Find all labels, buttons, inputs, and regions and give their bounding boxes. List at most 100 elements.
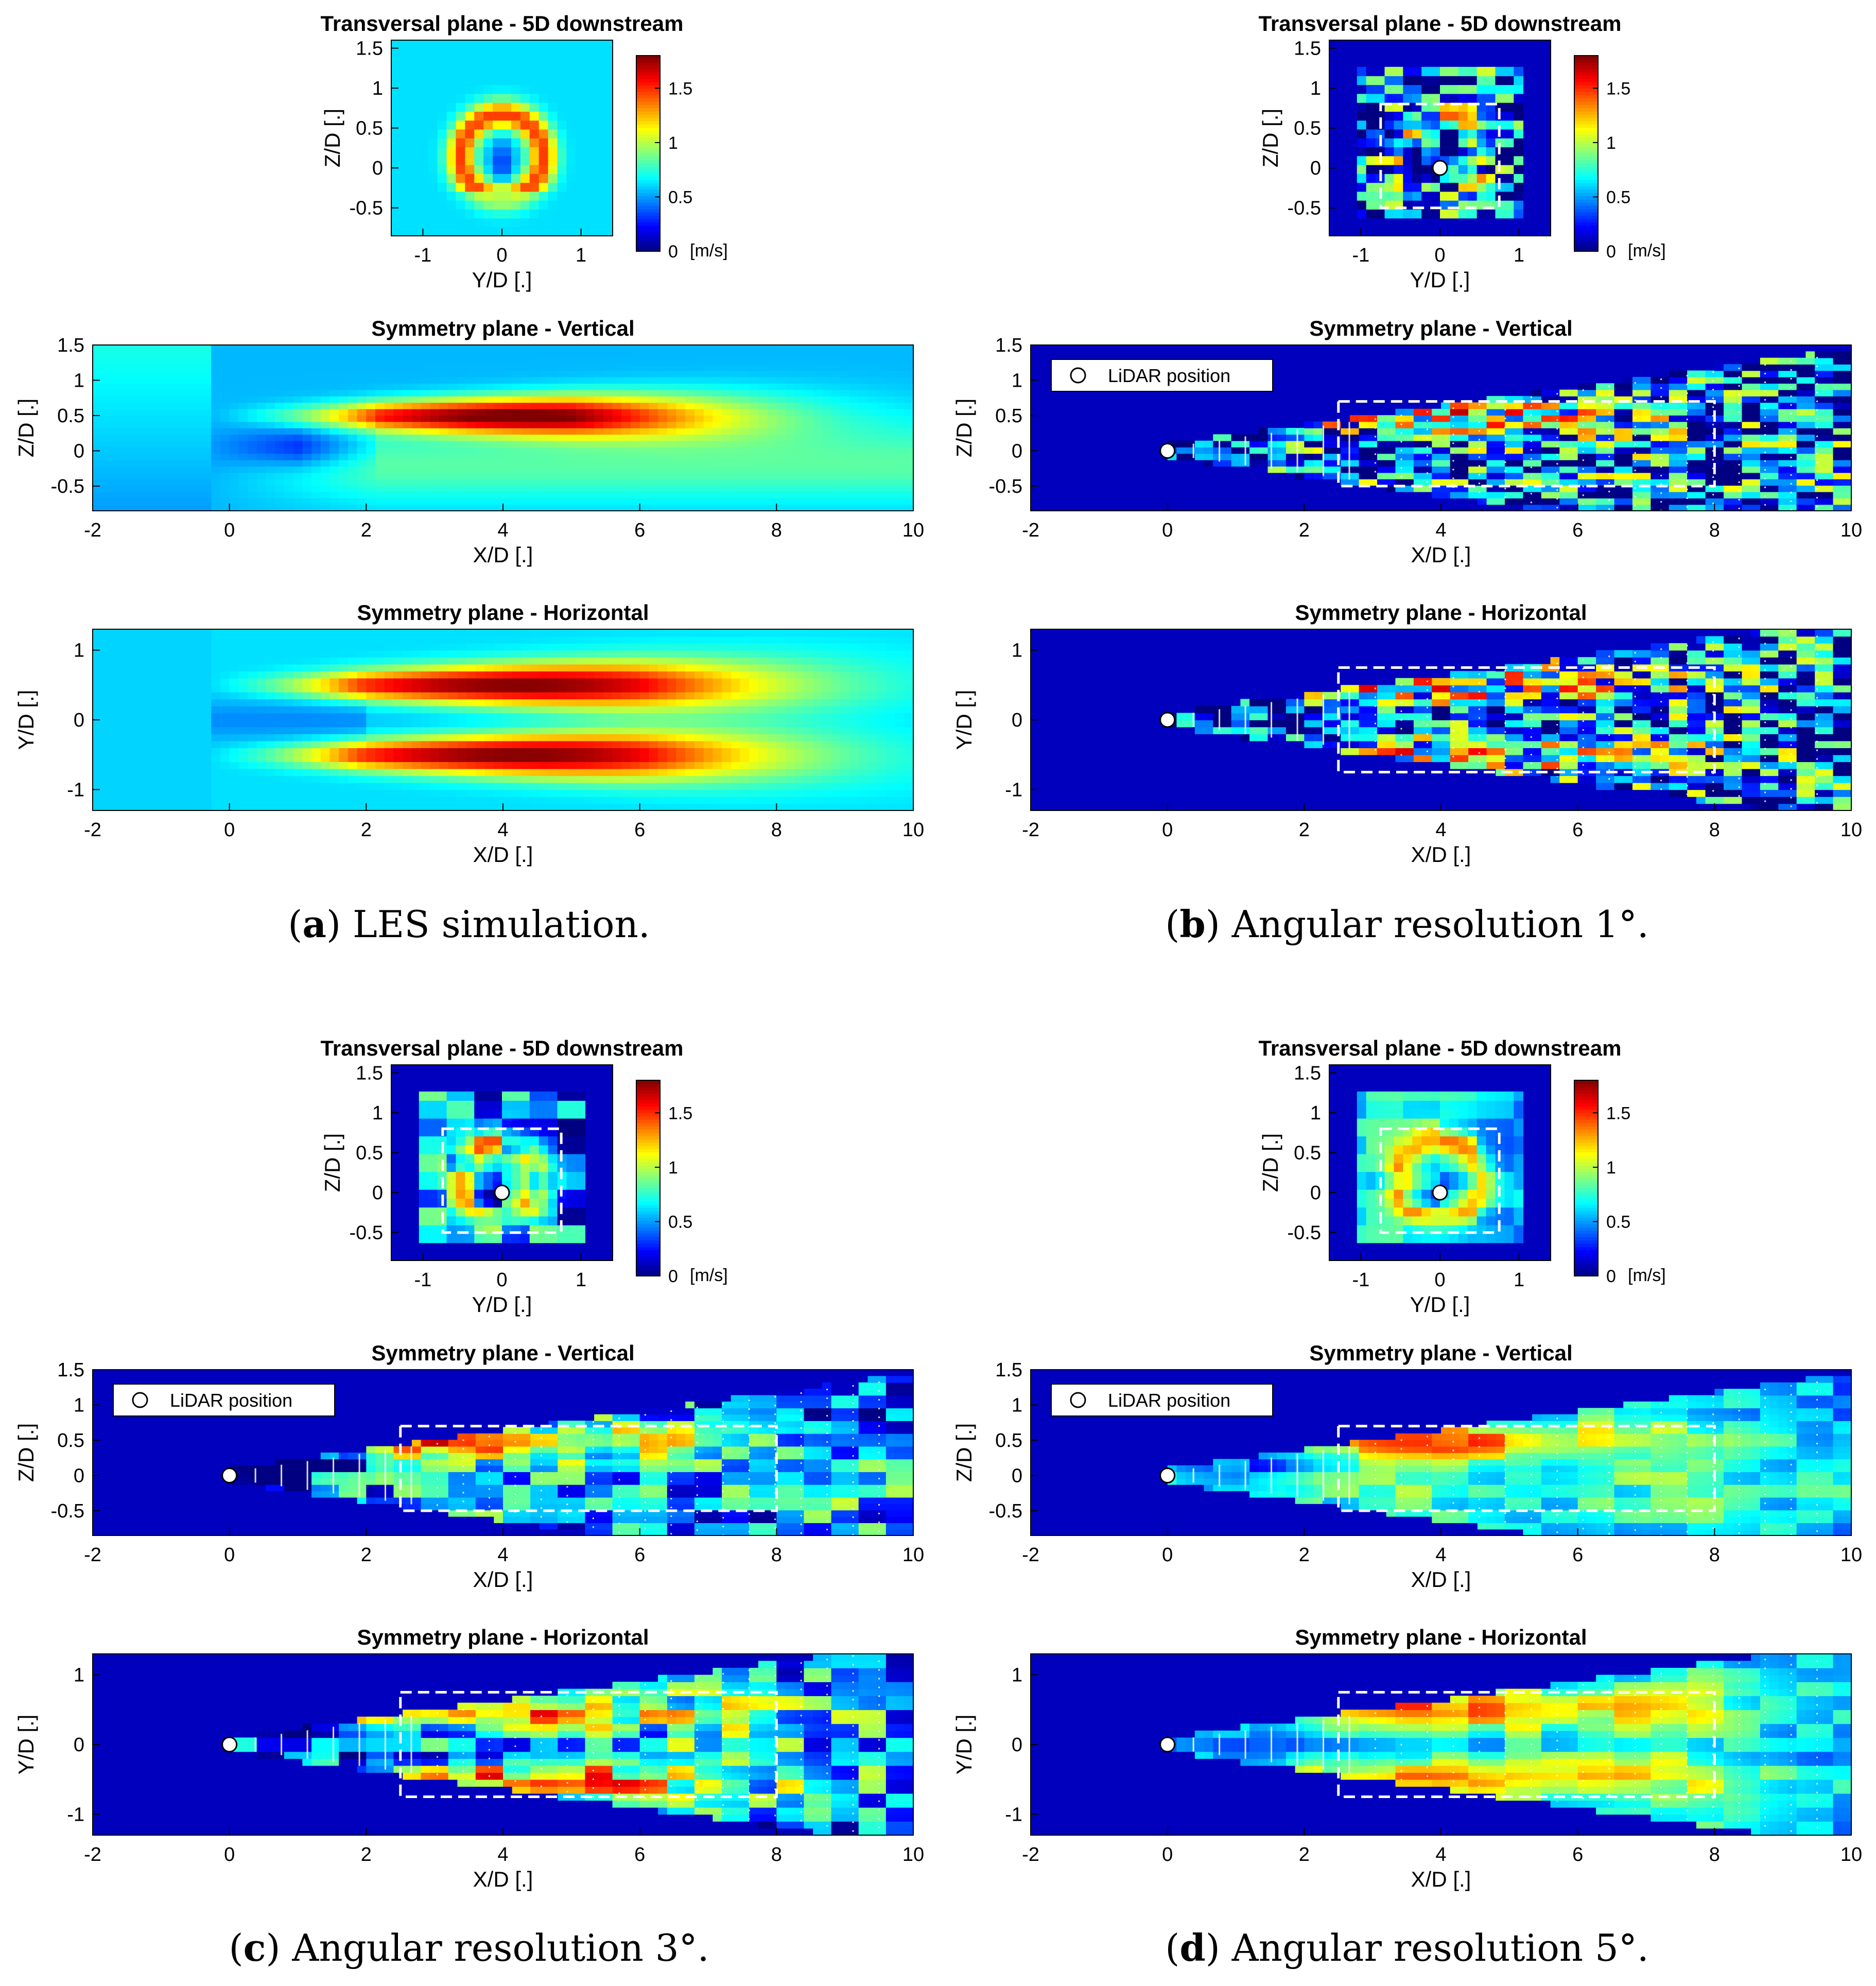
- heatmap-cell: [840, 479, 850, 486]
- heatmap-cell: [786, 705, 795, 714]
- heatmap-cell: [302, 685, 312, 693]
- heatmap-cell: [858, 408, 868, 416]
- heatmap-cell: [740, 447, 750, 454]
- heatmap-cell: [713, 466, 722, 473]
- heatmap-cell: [649, 447, 658, 454]
- heatmap-cell: [558, 351, 567, 358]
- heatmap-cell: [576, 218, 586, 228]
- heatmap-cell: [685, 472, 695, 479]
- heatmap-cell: [439, 459, 449, 467]
- heatmap-cell: [211, 421, 221, 428]
- heatmap-cell: [339, 789, 349, 797]
- heatmap-cell: [339, 472, 349, 479]
- heatmap-cell: [475, 357, 485, 365]
- heatmap-cell: [101, 699, 112, 706]
- heatmap-cell: [722, 434, 732, 441]
- heatmap-cell: [822, 434, 832, 441]
- heatmap-cell: [520, 129, 530, 139]
- heatmap-cell: [813, 498, 823, 505]
- heatmap-cell: [430, 789, 440, 797]
- heatmap-cell: [339, 364, 349, 371]
- heatmap-cell: [502, 58, 512, 67]
- heatmap-cell: [639, 447, 650, 454]
- heatmap-cell: [521, 685, 531, 693]
- heatmap-cell: [786, 447, 795, 454]
- heatmap-cell: [804, 351, 813, 358]
- heatmap-cell: [658, 370, 668, 377]
- heatmap-cell: [566, 491, 577, 499]
- heatmap-cell: [391, 209, 401, 219]
- heatmap-cell: [403, 748, 412, 755]
- heatmap-cell: [256, 364, 267, 371]
- heatmap-cell: [703, 754, 714, 763]
- heatmap-cell: [530, 485, 540, 492]
- heatmap-cell: [156, 466, 166, 473]
- heatmap-cell: [357, 699, 367, 706]
- heatmap-cell: [475, 727, 485, 734]
- heatmap-cell: [202, 713, 212, 720]
- heatmap-cell: [411, 685, 422, 693]
- heatmap-cell: [539, 164, 549, 174]
- heatmap-cell: [184, 762, 194, 769]
- heatmap-cell: [794, 459, 805, 467]
- heatmap-cell: [722, 491, 732, 499]
- heatmap-cell: [411, 479, 422, 486]
- heatmap-cell: [111, 754, 120, 763]
- heatmap-cell: [603, 727, 613, 734]
- colorbar-step: [636, 105, 660, 109]
- heatmap-cell: [348, 447, 358, 454]
- heatmap-cell: [703, 421, 714, 428]
- heatmap-cell: [867, 383, 877, 390]
- heatmap-cell: [93, 775, 102, 783]
- heatmap-cell: [293, 720, 303, 728]
- heatmap-cell: [676, 370, 686, 377]
- heatmap-cell: [475, 636, 485, 644]
- heatmap-cell: [512, 357, 522, 365]
- colorbar-a: 00.511.5[m/s]: [636, 55, 728, 262]
- heatmap-cell: [885, 479, 896, 486]
- heatmap-cell: [484, 650, 495, 658]
- heatmap-cell: [229, 357, 239, 365]
- heatmap-cell: [275, 727, 285, 734]
- heatmap-cell: [731, 796, 741, 804]
- heatmap-cell: [284, 803, 294, 810]
- heatmap-cell: [557, 227, 567, 236]
- heatmap-cell: [511, 174, 521, 183]
- heatmap-cell: [530, 720, 540, 728]
- heatmap-cell: [585, 421, 595, 428]
- heatmap-cell: [694, 491, 704, 499]
- heatmap-cell: [184, 699, 194, 706]
- heatmap-cell: [594, 191, 604, 201]
- heatmap-cell: [503, 748, 513, 755]
- heatmap-cell: [493, 191, 502, 201]
- heatmap-cell: [703, 740, 714, 748]
- heatmap-cell: [357, 364, 367, 371]
- heatmap-cell: [503, 421, 513, 428]
- heatmap-cell: [822, 479, 832, 486]
- heatmap-cell: [667, 415, 677, 422]
- heatmap-cell: [804, 440, 813, 447]
- heatmap-cell: [731, 504, 741, 511]
- heatmap-cell: [175, 376, 184, 384]
- heatmap-cell: [409, 147, 420, 157]
- heatmap-cell: [703, 491, 714, 499]
- heatmap-cell: [430, 402, 440, 409]
- heatmap-cell: [293, 713, 303, 720]
- heatmap-cell: [357, 671, 367, 679]
- heatmap-cell: [302, 370, 312, 377]
- heatmap-cell: [694, 636, 704, 644]
- heatmap-cell: [585, 453, 595, 460]
- heatmap-cell: [503, 370, 513, 377]
- heatmap-cell: [101, 754, 112, 763]
- heatmap-cell: [877, 453, 887, 460]
- heatmap-cell: [248, 345, 257, 352]
- heatmap-cell: [722, 396, 732, 403]
- heatmap-cell: [703, 408, 714, 416]
- heatmap-cell: [740, 453, 750, 460]
- heatmap-cell: [585, 762, 595, 769]
- heatmap-cell: [93, 408, 102, 416]
- heatmap-cell: [366, 498, 376, 505]
- heatmap-cell: [749, 629, 759, 637]
- heatmap-cell: [329, 485, 339, 492]
- heatmap-cell: [248, 459, 257, 467]
